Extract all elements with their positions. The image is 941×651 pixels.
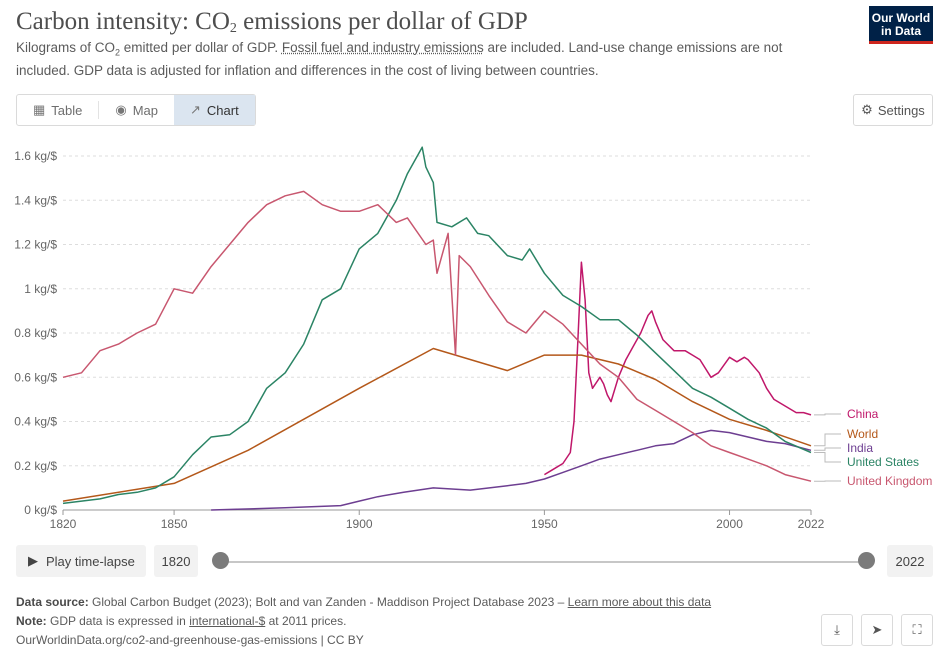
y-tick-label: 0.8 kg/$	[14, 326, 57, 340]
tab-chart[interactable]: ↗ Chart	[174, 95, 255, 125]
tab-divider	[98, 101, 100, 119]
legend-leader-line	[814, 447, 841, 451]
end-year-box[interactable]: 2022	[887, 545, 933, 577]
fullscreen-button[interactable]: ⛶	[901, 614, 933, 646]
view-tabs: ▦ Table ◉ Map ↗ Chart	[16, 94, 256, 126]
share-button[interactable]: ➤	[861, 614, 893, 646]
x-tick-label: 1820	[50, 517, 77, 531]
y-tick-label: 0 kg/$	[24, 503, 57, 517]
play-icon: ▶	[28, 553, 38, 568]
timeline-controls: ▶ Play time-lapse 1820 2022	[0, 545, 941, 577]
line-chart-icon: ↗	[190, 102, 201, 117]
legend-label-united-states: United States	[847, 455, 919, 469]
legend-leader-line	[814, 452, 841, 463]
legend-label-world: World	[847, 427, 878, 441]
y-tick-label: 1.4 kg/$	[14, 193, 57, 207]
y-tick-label: 1.6 kg/$	[14, 149, 57, 163]
x-tick-label: 2022	[798, 517, 825, 531]
owid-logo[interactable]: Our World in Data	[869, 6, 933, 44]
fullscreen-icon: ⛶	[912, 622, 922, 637]
settings-button[interactable]: ⚙ Settings	[853, 94, 933, 126]
x-tick-label: 2000	[716, 517, 743, 531]
globe-icon: ◉	[115, 102, 127, 117]
y-tick-label: 0.2 kg/$	[14, 459, 57, 473]
x-tick-label: 1950	[531, 517, 558, 531]
subtitle: Kilograms of CO2 emitted per dollar of G…	[16, 40, 783, 78]
start-year-box[interactable]: 1820	[154, 545, 198, 577]
table-icon: ▦	[33, 102, 46, 117]
legend-label-united-kingdom: United Kingdom	[847, 474, 932, 488]
gear-icon: ⚙	[861, 102, 873, 117]
series-line-united-kingdom	[62, 190, 812, 482]
play-timelapse-button[interactable]: ▶ Play time-lapse	[16, 545, 146, 577]
legend-label-china: China	[847, 407, 879, 421]
series-line-world	[62, 347, 812, 502]
chart-footer: Data source: Global Carbon Budget (2023)…	[16, 593, 796, 650]
timeline-start-handle[interactable]	[211, 552, 229, 569]
timeline-track[interactable]	[220, 561, 866, 563]
download-button[interactable]: ⤓	[821, 614, 853, 646]
series-line-china	[544, 261, 812, 476]
tab-map[interactable]: ◉ Map	[115, 102, 159, 118]
y-tick-label: 1 kg/$	[24, 282, 57, 296]
subtitle-link[interactable]: Fossil fuel and industry emissions	[281, 40, 484, 55]
data-source: Data source: Global Carbon Budget (2023)…	[16, 595, 712, 609]
download-icon: ⤓	[834, 622, 840, 637]
y-tick-label: 1.2 kg/$	[14, 238, 57, 252]
chart-note: Note: GDP data is expressed in internati…	[16, 614, 347, 628]
legend-leader-line	[814, 413, 841, 416]
learn-more-link[interactable]: Learn more about this data	[567, 595, 712, 609]
page-title: Carbon intensity: CO2 emissions per doll…	[16, 8, 528, 36]
source-url[interactable]: OurWorldinData.org/co2-and-greenhouse-ga…	[16, 633, 364, 647]
international-dollar-link[interactable]: international-$	[189, 614, 266, 628]
legend-label-india: India	[847, 441, 873, 455]
legend-leader-line	[814, 433, 841, 447]
share-icon: ➤	[871, 622, 883, 637]
line-chart: 0 kg/$ 0.2 kg/$ 0.4 kg/$ 0.6 kg/$ 0.8 kg/$ 1 …	[14, 146, 932, 531]
series-line-india	[211, 429, 812, 511]
timeline-end-handle[interactable]	[857, 552, 875, 569]
series-line-united-states	[62, 146, 812, 505]
x-tick-label: 1850	[161, 517, 188, 531]
y-tick-label: 0.6 kg/$	[14, 370, 57, 384]
tab-table[interactable]: ▦ Table	[33, 102, 83, 118]
x-tick-label: 1900	[346, 517, 373, 531]
y-tick-label: 0.4 kg/$	[14, 415, 57, 429]
